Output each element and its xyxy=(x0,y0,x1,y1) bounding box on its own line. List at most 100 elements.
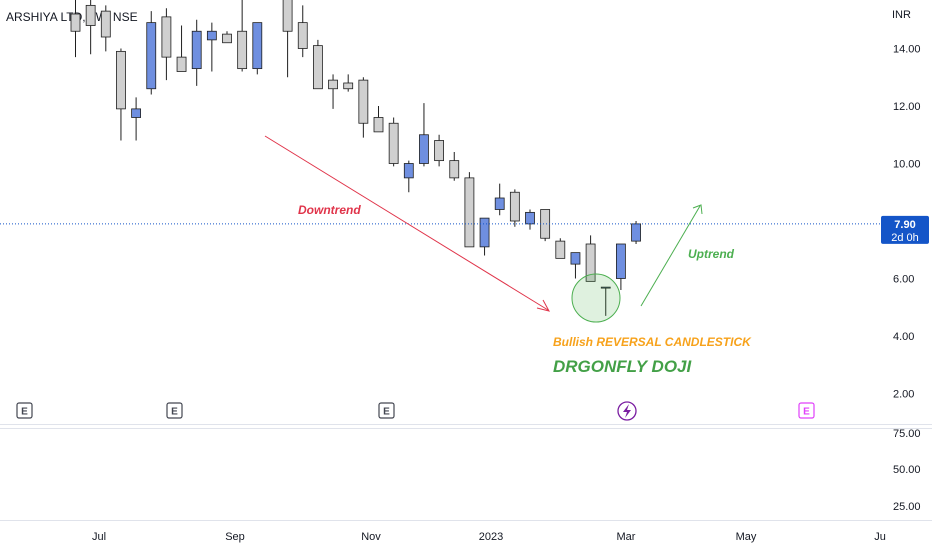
candle[interactable] xyxy=(616,243,626,290)
candle[interactable] xyxy=(358,77,369,138)
time-tick-2023: 2023 xyxy=(479,531,503,543)
candle-body xyxy=(449,160,460,179)
candle[interactable] xyxy=(237,0,248,72)
lightning-icon xyxy=(623,404,631,418)
indicator-tick-50: 50.00 xyxy=(893,464,921,476)
svg-text:E: E xyxy=(21,407,28,418)
uptrend-arrow[interactable] xyxy=(640,205,701,307)
candle-body xyxy=(100,10,111,38)
svg-text:7.90: 7.90 xyxy=(894,219,915,231)
candle[interactable] xyxy=(191,19,202,86)
candle-body xyxy=(555,240,566,259)
candle-body xyxy=(131,108,142,118)
candle[interactable] xyxy=(131,97,142,141)
candle[interactable] xyxy=(373,106,384,133)
candle-body xyxy=(222,33,232,44)
time-tick-jul: Jul xyxy=(92,531,106,543)
price-tick-label: 10.00 xyxy=(893,159,921,171)
pattern-name: DRGONFLY DOJI xyxy=(553,357,692,376)
price-tick-label: 2.00 xyxy=(893,389,914,401)
candle[interactable] xyxy=(328,74,338,109)
candle[interactable] xyxy=(449,152,460,181)
currency-label: INR xyxy=(892,9,911,21)
candle[interactable] xyxy=(70,0,81,58)
earnings-event-marker[interactable]: E xyxy=(378,402,395,419)
candle[interactable] xyxy=(206,22,217,72)
candle[interactable] xyxy=(343,74,354,92)
future-earnings-marker[interactable]: E xyxy=(798,402,815,419)
dividend-event-marker[interactable] xyxy=(617,401,637,421)
candle-body xyxy=(479,217,490,248)
candle[interactable] xyxy=(631,221,641,244)
candle[interactable] xyxy=(525,209,535,230)
candle-body xyxy=(419,134,429,164)
candle-body xyxy=(328,79,338,90)
candle[interactable] xyxy=(479,217,490,256)
candle[interactable] xyxy=(146,11,157,95)
candle[interactable] xyxy=(282,0,293,78)
svg-text:E: E xyxy=(171,407,178,418)
candle-body xyxy=(373,117,384,133)
candle-body xyxy=(237,30,248,70)
candle-body xyxy=(146,22,157,90)
candle-body xyxy=(600,286,611,289)
candle-body xyxy=(343,82,354,90)
candle-body xyxy=(70,13,81,32)
candle[interactable] xyxy=(555,238,566,259)
uptrend-arrowhead xyxy=(692,204,703,215)
candle[interactable] xyxy=(116,48,126,141)
pattern-subtitle: Bullish REVERSAL CANDLESTICK xyxy=(553,335,752,349)
candle-body xyxy=(616,243,626,279)
earnings-event-marker[interactable]: E xyxy=(166,402,183,419)
candle[interactable] xyxy=(464,172,475,248)
candle-body xyxy=(358,79,369,124)
candle-body xyxy=(161,16,172,58)
price-tick-label: 4.00 xyxy=(893,331,914,343)
candle-body xyxy=(570,252,581,265)
svg-text:E: E xyxy=(803,407,810,418)
time-tick-sep: Sep xyxy=(225,531,245,543)
candle[interactable] xyxy=(222,31,232,44)
svg-text:E: E xyxy=(383,407,390,418)
candle-body xyxy=(312,45,323,90)
candle[interactable] xyxy=(403,160,414,193)
candle[interactable] xyxy=(540,209,551,242)
candle[interactable] xyxy=(161,8,172,81)
time-tick-mar: Mar xyxy=(617,531,636,543)
candle[interactable] xyxy=(600,286,611,316)
candle[interactable] xyxy=(176,25,187,72)
candle[interactable] xyxy=(585,235,596,282)
candle-body xyxy=(282,0,293,32)
candle-body xyxy=(494,197,505,210)
candle-body xyxy=(525,211,535,225)
candle-body xyxy=(206,30,217,41)
time-tick-may: May xyxy=(736,531,757,543)
candle[interactable] xyxy=(434,134,445,167)
time-tick-nov: Nov xyxy=(361,531,381,543)
candle[interactable] xyxy=(252,22,263,75)
candle-body xyxy=(540,209,551,239)
candle[interactable] xyxy=(419,103,429,167)
candle-body xyxy=(388,122,399,164)
candle[interactable] xyxy=(297,5,308,58)
earnings-event-marker[interactable]: E xyxy=(16,402,33,419)
candles-layer[interactable] xyxy=(70,0,641,316)
candle[interactable] xyxy=(388,117,399,167)
candle[interactable] xyxy=(312,39,323,90)
candle-body xyxy=(191,30,202,70)
candle[interactable] xyxy=(85,0,96,55)
doji-highlight-circle[interactable] xyxy=(571,273,621,323)
candle-body xyxy=(116,50,126,110)
time-tick-jun: Ju xyxy=(874,531,886,543)
candle[interactable] xyxy=(570,252,581,279)
candle-body xyxy=(403,163,414,179)
price-tick-label: 6.00 xyxy=(893,274,914,286)
candle[interactable] xyxy=(509,189,520,227)
candle[interactable] xyxy=(100,5,111,52)
candle[interactable] xyxy=(494,183,505,216)
svg-text:2d 0h: 2d 0h xyxy=(891,232,919,244)
last-price-tag[interactable]: 7.90 2d 0h xyxy=(881,215,929,244)
downtrend-label: Downtrend xyxy=(298,203,361,217)
downtrend-arrow[interactable] xyxy=(264,135,549,311)
